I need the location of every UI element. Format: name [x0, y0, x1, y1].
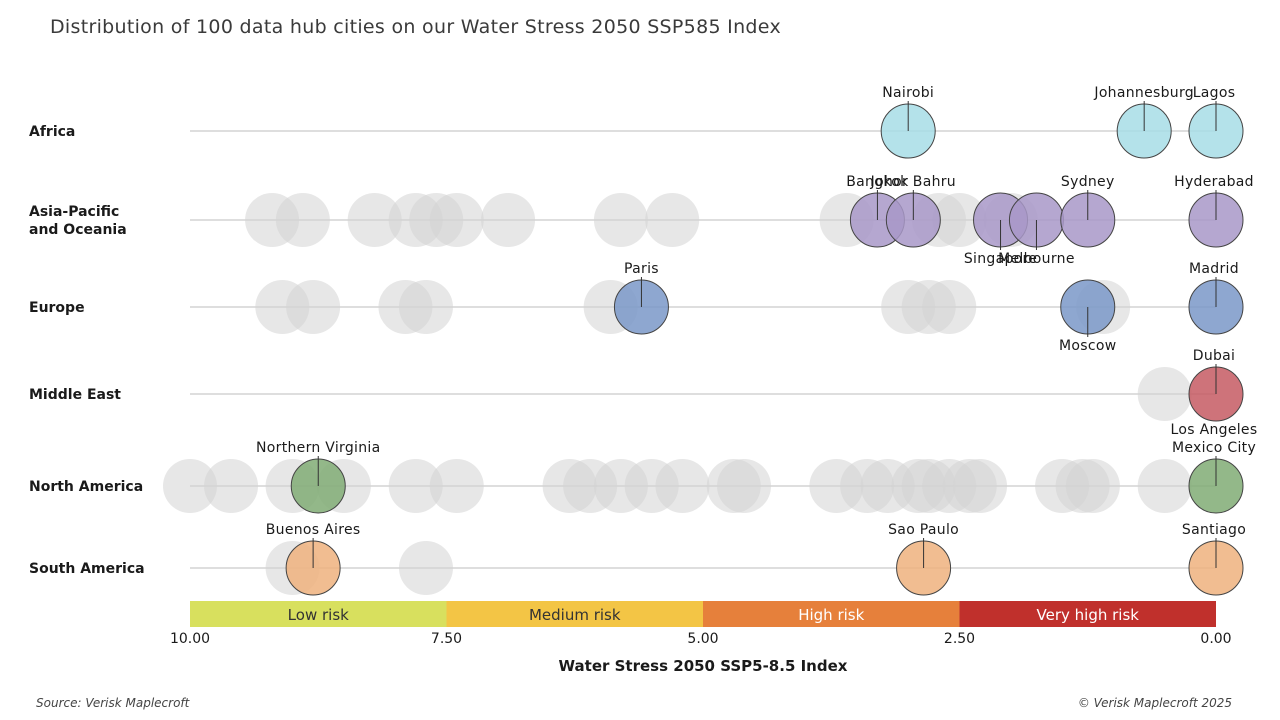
other-city-point [1137, 367, 1192, 421]
city-label-melbourne: Melbourne [998, 251, 1075, 267]
band-very-high-risk [959, 601, 1216, 627]
x-tick-label: 0.00 [1200, 631, 1231, 647]
city-label-santiago: Santiago [1182, 522, 1246, 538]
other-city-point [645, 193, 700, 247]
city-label-johor-bahru: Johor Bahru [870, 174, 956, 190]
region-label: Asia-Pacific and Oceania [29, 204, 127, 238]
region-row-north-america: North America Northern Virginia Los Angele… [29, 422, 1258, 514]
chart-title: Distribution of 100 data hub cities on o… [50, 16, 781, 38]
city-label-nairobi: Nairobi [882, 85, 934, 101]
other-city-point [163, 459, 217, 513]
region-label: Europe [29, 300, 85, 316]
other-city-point [347, 193, 402, 247]
city-label-madrid: Madrid [1189, 261, 1239, 277]
other-city-point [922, 280, 977, 334]
city-label-sydney: Sydney [1061, 174, 1115, 190]
city-label-dubai: Dubai [1193, 348, 1236, 364]
other-city-point [398, 541, 453, 595]
region-label: Africa [29, 124, 75, 140]
other-city-point [932, 193, 987, 247]
x-axis-label: Water Stress 2050 SSP5-8.5 Index [559, 657, 848, 675]
band-label-medium-risk: Medium risk [529, 606, 621, 624]
band-label-low-risk: Low risk [288, 606, 349, 624]
city-label-moscow: Moscow [1059, 338, 1116, 354]
region-row-middle-east: Middle East Dubai [29, 348, 1244, 422]
city-label-bangkok: Bangkok [846, 174, 909, 190]
source-note: Source: Verisk Maplecroft [36, 696, 190, 710]
other-city-point [275, 193, 330, 247]
x-tick-label: 10.00 [170, 631, 210, 647]
copyright-note: © Verisk Maplecroft 2025 [1077, 696, 1232, 710]
city-label-los-angeles-mexico-city: Los Angeles Mexico City [1171, 422, 1258, 456]
other-city-point [204, 459, 259, 513]
other-city-point [1065, 459, 1120, 513]
band-medium-risk [446, 601, 703, 627]
band-label-very-high-risk: Very high risk [1037, 606, 1140, 624]
other-city-point [1137, 459, 1192, 513]
city-label-lagos: Lagos [1193, 85, 1236, 101]
city-label-paris: Paris [624, 261, 659, 277]
x-tick-label: 5.00 [687, 631, 718, 647]
city-label-buenos-aires: Buenos Aires [266, 522, 361, 538]
region-row-south-america: South America Buenos Aires Sao Paulo Santia… [29, 522, 1246, 596]
city-label-hyderabad: Hyderabad [1174, 174, 1254, 190]
x-tick-label: 2.50 [944, 631, 975, 647]
band-high-risk [703, 601, 960, 627]
other-city-point [388, 459, 443, 513]
other-city-point [286, 280, 341, 334]
x-tick-label: 7.50 [431, 631, 462, 647]
region-label: North America [29, 479, 143, 495]
region-row-europe: Europe Paris Moscow Madrid [29, 261, 1244, 354]
city-label-northern-virginia: Northern Virginia [256, 440, 381, 456]
band-low-risk [190, 601, 447, 627]
other-city-point [717, 459, 772, 513]
other-city-point [593, 193, 648, 247]
other-city-point [398, 280, 453, 334]
city-label-johannesburg: Johannesburg [1093, 85, 1194, 101]
other-city-point [953, 459, 1008, 513]
region-label: Middle East [29, 387, 121, 403]
x-axis: 10.00 7.50 5.00 2.50 0.00 Water Stress 2050 S… [170, 631, 1232, 675]
city-label-sao-paulo: Sao Paulo [888, 522, 959, 538]
band-label-high-risk: High risk [798, 606, 864, 624]
other-city-point [429, 459, 484, 513]
region-label: South America [29, 561, 145, 577]
other-city-point [481, 193, 536, 247]
risk-bands: Low risk Medium risk High risk Very high ri… [190, 601, 1216, 627]
other-city-point [655, 459, 710, 513]
other-city-point [429, 193, 484, 247]
city-label-singapore: Singapore [964, 251, 1037, 267]
